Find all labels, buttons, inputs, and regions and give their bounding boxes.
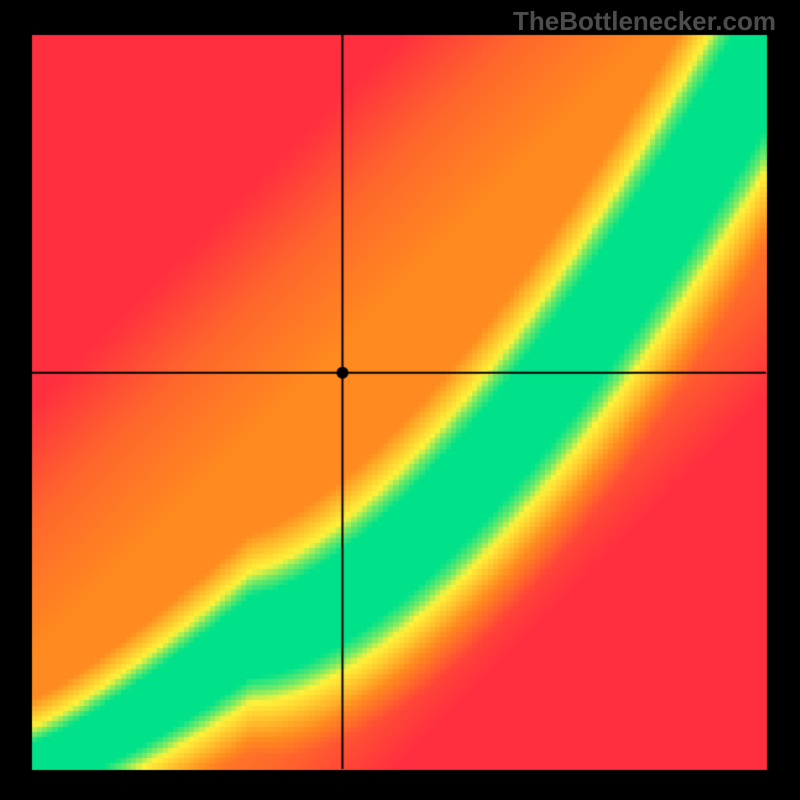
watermark-text: TheBottlenecker.com bbox=[513, 6, 776, 37]
chart-container: { "canvas": { "width": 800, "height": 80… bbox=[0, 0, 800, 800]
bottleneck-heatmap bbox=[0, 0, 800, 800]
